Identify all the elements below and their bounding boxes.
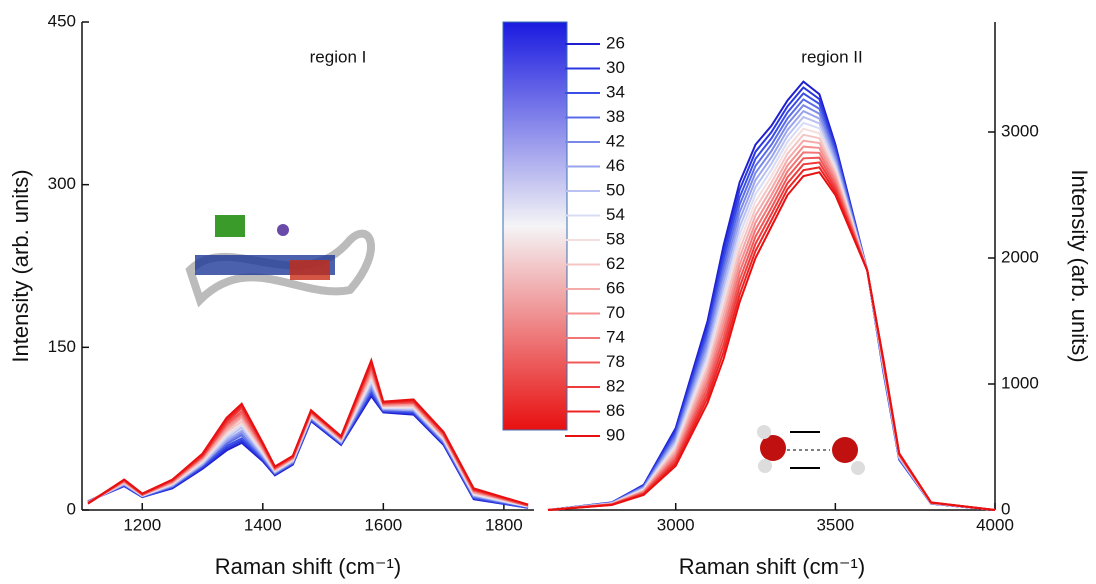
- legend-label: 74: [606, 327, 625, 346]
- series-line: [87, 359, 529, 506]
- x-tick-label: 3500: [816, 515, 854, 534]
- series-line: [87, 357, 529, 506]
- annotation: region II: [801, 47, 862, 66]
- series-line: [87, 375, 529, 507]
- legend-label: 58: [606, 229, 625, 248]
- y-tick-label: 2000: [1001, 247, 1039, 266]
- y-tick-label: 1000: [1001, 373, 1039, 392]
- y-tick-label: 3000: [1001, 121, 1039, 140]
- legend-label: 62: [606, 254, 625, 273]
- legend-label: 86: [606, 401, 625, 420]
- legend-label: 42: [606, 131, 625, 150]
- legend-label: 34: [606, 82, 625, 101]
- x-tick-label: 1600: [364, 515, 402, 534]
- legend-label: 26: [606, 33, 625, 52]
- y2-axis-label: Intensity (arb. units): [1067, 169, 1092, 362]
- protein-illustration: [185, 215, 375, 308]
- water-illustration: [757, 425, 865, 475]
- legend-label: 46: [606, 156, 625, 175]
- y-tick-label: 0: [1001, 499, 1010, 518]
- legend-label: 70: [606, 303, 625, 322]
- series-line: [87, 372, 529, 507]
- y-tick-label: 300: [48, 174, 76, 193]
- y-tick-label: 0: [67, 499, 76, 518]
- legend-label: 50: [606, 180, 625, 199]
- x-axis-label: Raman shift (cm⁻¹): [679, 554, 865, 579]
- y-tick-label: 450: [48, 11, 76, 30]
- y-axis-label: Intensity (arb. units): [8, 169, 33, 362]
- x-tick-label: 3000: [657, 515, 695, 534]
- x-tick-label: 1200: [123, 515, 161, 534]
- series-line: [547, 171, 996, 511]
- series-line: [87, 364, 529, 507]
- legend-label: 78: [606, 352, 625, 371]
- legend-label: 30: [606, 58, 625, 77]
- x-tick-label: 4000: [976, 515, 1014, 534]
- legend-label: 90: [606, 425, 625, 444]
- series-line: [87, 368, 529, 507]
- series-line: [87, 361, 529, 506]
- x-tick-label: 1400: [244, 515, 282, 534]
- y-tick-label: 150: [48, 337, 76, 356]
- legend-label: 82: [606, 376, 625, 395]
- legend-label: 38: [606, 107, 625, 126]
- x-tick-label: 1800: [485, 515, 523, 534]
- annotation: region I: [310, 47, 367, 66]
- legend-label: 54: [606, 205, 625, 224]
- legend-label: 66: [606, 278, 625, 297]
- series-line: [87, 366, 529, 507]
- series-line: [87, 370, 529, 507]
- colorbar: [502, 21, 568, 431]
- x-axis-label: Raman shift (cm⁻¹): [215, 554, 401, 579]
